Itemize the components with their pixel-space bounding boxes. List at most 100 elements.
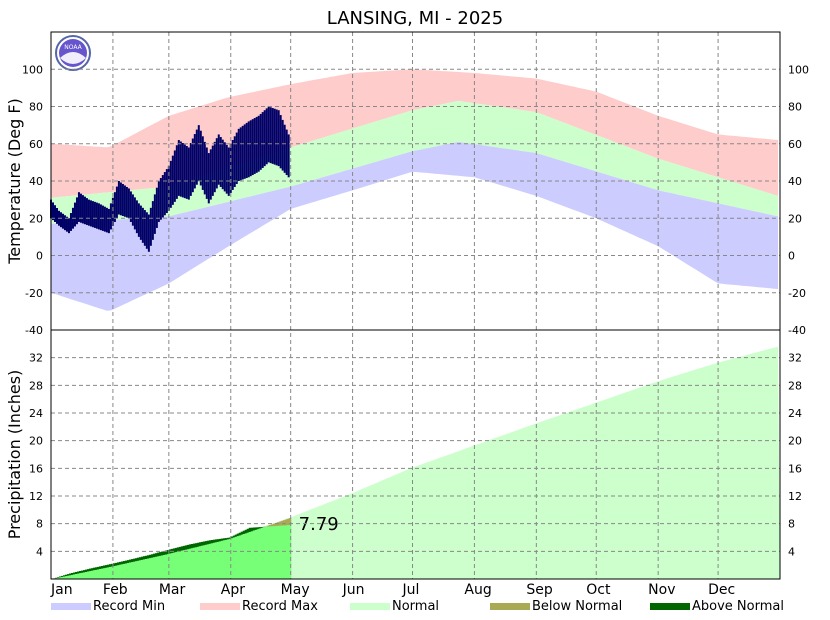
legend-item: Record Max bbox=[200, 599, 318, 614]
above-normal-bar bbox=[73, 572, 76, 575]
month-label: Dec bbox=[708, 582, 735, 598]
observed-precip-bar bbox=[142, 559, 146, 579]
month-label: Mar bbox=[159, 582, 186, 598]
observed-precip-bar bbox=[208, 543, 212, 579]
legend-item: Below Normal bbox=[490, 599, 622, 614]
observed-precip-bar bbox=[102, 568, 106, 579]
month-label: Oct bbox=[586, 582, 611, 598]
legend-swatch bbox=[200, 603, 240, 610]
above-normal-bar bbox=[214, 539, 218, 543]
observed-precip-bar bbox=[138, 560, 142, 579]
observed-precip-bar bbox=[274, 526, 278, 579]
above-normal-bar bbox=[236, 533, 240, 537]
precip-tick-label-right: 8 bbox=[788, 518, 795, 531]
observed-precip-bar bbox=[220, 540, 224, 579]
observed-precip-bar bbox=[188, 548, 192, 579]
observed-precip-bar bbox=[146, 558, 150, 579]
observed-precip-bar bbox=[242, 534, 246, 579]
observed-precip-bar bbox=[148, 558, 152, 579]
observed-precip-bar bbox=[114, 565, 118, 579]
precip-tick-label-left: 28 bbox=[29, 379, 43, 392]
above-normal-bar bbox=[134, 558, 138, 562]
above-normal-bar bbox=[83, 570, 86, 573]
above-normal-bar bbox=[152, 553, 156, 558]
above-normal-bar bbox=[150, 554, 154, 558]
observed-precip-bar bbox=[214, 542, 218, 579]
above-normal-bar bbox=[114, 562, 118, 566]
observed-precip-bar bbox=[162, 555, 166, 579]
above-normal-bar bbox=[252, 527, 256, 531]
legend-swatch bbox=[350, 603, 390, 610]
temp-tick-label-right: 60 bbox=[788, 138, 802, 151]
above-normal-bar bbox=[220, 538, 224, 541]
observed-precip-bar bbox=[83, 572, 86, 579]
above-normal-bar bbox=[81, 570, 84, 573]
chart-title: LANSING, MI - 2025 bbox=[327, 8, 503, 29]
above-normal-bar bbox=[69, 573, 72, 576]
above-normal-bar bbox=[234, 534, 238, 537]
precip-tick-label-left: 12 bbox=[29, 490, 43, 503]
observed-precip-bar bbox=[186, 549, 190, 579]
observed-precip-bar bbox=[170, 553, 174, 579]
month-label: Aug bbox=[464, 582, 491, 598]
observed-precip-bar bbox=[194, 547, 198, 579]
observed-precip-bar bbox=[140, 559, 144, 579]
above-normal-bar bbox=[142, 556, 146, 560]
above-normal-bar bbox=[88, 568, 92, 572]
observed-precip-bar bbox=[164, 554, 168, 579]
above-normal-bar bbox=[194, 543, 198, 548]
observed-precip-bar bbox=[216, 541, 220, 579]
observed-precip-bar bbox=[258, 528, 262, 579]
legend-swatch bbox=[490, 603, 530, 610]
observed-precip-bar bbox=[120, 564, 124, 579]
below-normal-bar bbox=[274, 523, 278, 527]
above-normal-bar bbox=[158, 552, 162, 556]
above-normal-bar bbox=[260, 527, 264, 528]
observed-precip-bar bbox=[236, 536, 240, 579]
above-normal-bar bbox=[228, 537, 232, 539]
temp-tick-label-left: 80 bbox=[29, 101, 43, 114]
above-normal-bar bbox=[198, 542, 202, 547]
month-label: Jun bbox=[342, 582, 365, 598]
observed-precip-bar bbox=[116, 565, 120, 579]
temp-tick-label-right: 80 bbox=[788, 101, 802, 114]
precip-tick-label-right: 16 bbox=[788, 462, 802, 475]
observed-precip-bar bbox=[134, 561, 138, 579]
observed-precip-bar bbox=[276, 525, 280, 579]
temp-tick-label-right: 20 bbox=[788, 212, 802, 225]
observed-precip-bar bbox=[118, 564, 122, 579]
above-normal-bar bbox=[250, 527, 254, 532]
observed-precip-bar bbox=[232, 537, 236, 579]
above-normal-bar bbox=[192, 543, 196, 548]
observed-precip-bar bbox=[75, 574, 78, 579]
observed-precip-bar bbox=[166, 554, 170, 579]
observed-precip-bar bbox=[112, 566, 116, 579]
observed-precip-bar bbox=[94, 569, 98, 579]
temp-axis-label: Temperature (Deg F) bbox=[5, 98, 24, 265]
observed-precip-bar bbox=[122, 563, 126, 579]
observed-precip-bar bbox=[200, 545, 204, 579]
above-normal-bar bbox=[180, 546, 184, 551]
observed-precip-bar bbox=[110, 566, 114, 579]
above-normal-bar bbox=[160, 551, 164, 556]
temp-tick-label-left: 60 bbox=[29, 138, 43, 151]
month-label: Jul bbox=[402, 582, 420, 598]
above-normal-bar bbox=[57, 577, 60, 578]
above-normal-bar bbox=[240, 531, 244, 535]
legend-item: Normal bbox=[350, 599, 439, 614]
observed-precip-bar bbox=[218, 541, 222, 579]
precipitation-frame bbox=[50, 329, 781, 580]
above-normal-bar bbox=[96, 566, 100, 570]
observed-precip-bar bbox=[270, 526, 274, 579]
month-label: Nov bbox=[648, 582, 675, 598]
observed-precip-bar bbox=[244, 533, 248, 579]
above-normal-bar bbox=[212, 539, 216, 543]
observed-precip-bar bbox=[252, 530, 256, 579]
precip-total-annotation: 7.79 bbox=[299, 514, 339, 535]
observed-precip-bar bbox=[150, 557, 154, 579]
observed-precip-bar bbox=[57, 577, 60, 579]
legend: Record Min Record Max Normal Below Normal Ab… bbox=[51, 599, 784, 614]
above-normal-bar bbox=[100, 566, 104, 569]
observed-precip-bar bbox=[144, 559, 148, 579]
